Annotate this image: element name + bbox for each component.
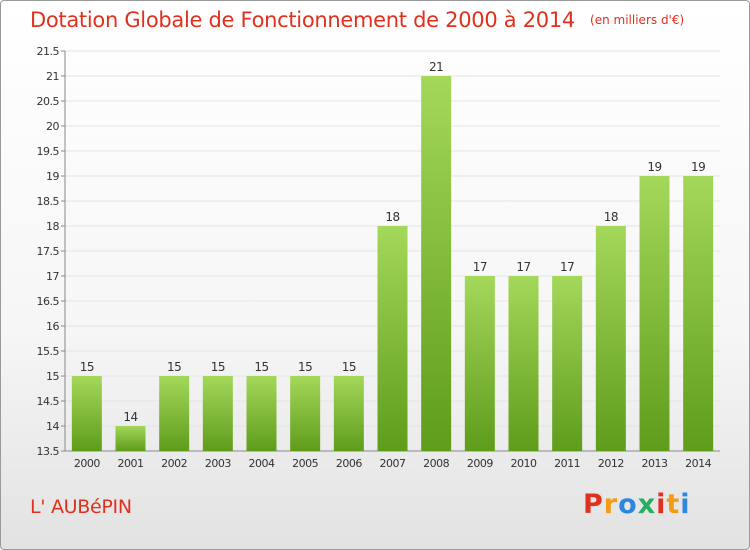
y-tick-label: 15.5 xyxy=(37,345,60,358)
bar xyxy=(421,76,452,451)
bar xyxy=(202,376,233,451)
y-tick-label: 14.5 xyxy=(37,395,60,408)
y-tick-label: 17 xyxy=(46,270,59,283)
bar xyxy=(290,376,321,451)
y-tick-label: 18 xyxy=(46,220,59,233)
bar xyxy=(464,276,495,451)
y-tick-label: 14 xyxy=(46,420,59,433)
chart-subtitle: (en milliers d'€) xyxy=(590,13,685,27)
brand-logo: Proxiti xyxy=(583,489,691,520)
commune-name: L' AUBéPIN xyxy=(30,496,132,518)
bar-value-label: 17 xyxy=(516,260,530,274)
x-tick-label: 2011 xyxy=(554,457,580,470)
bar-value-label: 14 xyxy=(123,410,137,424)
bar-value-label: 15 xyxy=(80,360,94,374)
bar xyxy=(377,226,408,451)
chart-title: Dotation Globale de Fonctionnement de 20… xyxy=(30,8,575,32)
bar-value-label: 19 xyxy=(691,160,705,174)
bar-value-label: 17 xyxy=(560,260,574,274)
bar-value-label: 18 xyxy=(604,210,618,224)
y-tick-label: 17.5 xyxy=(37,245,60,258)
y-tick-label: 18.5 xyxy=(37,195,60,208)
bar-value-label: 15 xyxy=(254,360,268,374)
x-tick-label: 2003 xyxy=(205,457,231,470)
y-tick-label: 20.5 xyxy=(37,95,60,108)
brand-letter: o xyxy=(618,489,638,520)
y-tick-label: 15 xyxy=(46,370,59,383)
bar xyxy=(71,376,102,451)
bar xyxy=(552,276,583,451)
x-tick-label: 2007 xyxy=(380,457,406,470)
y-tick-label: 19.5 xyxy=(37,145,60,158)
x-tick-label: 2006 xyxy=(336,457,362,470)
bar xyxy=(683,176,714,451)
brand-letter: x xyxy=(637,489,657,520)
brand-letter: t xyxy=(666,489,681,520)
bar xyxy=(246,376,277,451)
chart-title-block: Dotation Globale de Fonctionnement de 20… xyxy=(30,8,684,32)
brand-letter: i xyxy=(680,489,691,520)
brand-letter: i xyxy=(656,489,667,520)
bar-value-label: 17 xyxy=(473,260,487,274)
y-tick-label: 13.5 xyxy=(37,445,60,458)
x-tick-label: 2000 xyxy=(74,457,100,470)
y-tick-label: 21.5 xyxy=(37,45,60,58)
bar xyxy=(508,276,539,451)
bar-value-label: 18 xyxy=(385,210,399,224)
x-tick-label: 2009 xyxy=(467,457,493,470)
x-tick-label: 2001 xyxy=(118,457,144,470)
bar-value-label: 21 xyxy=(429,60,443,74)
x-tick-label: 2008 xyxy=(423,457,449,470)
y-tick-label: 19 xyxy=(46,170,59,183)
bar xyxy=(333,376,364,451)
x-tick-label: 2002 xyxy=(161,457,187,470)
brand-letter: P xyxy=(583,489,604,520)
x-tick-label: 2012 xyxy=(598,457,624,470)
bar xyxy=(595,226,626,451)
bar-value-label: 15 xyxy=(167,360,181,374)
x-tick-label: 2010 xyxy=(511,457,537,470)
x-tick-label: 2004 xyxy=(249,457,275,470)
y-tick-label: 16 xyxy=(46,320,59,333)
x-tick-label: 2014 xyxy=(685,457,711,470)
bar-value-label: 15 xyxy=(342,360,356,374)
brand-letter: r xyxy=(603,489,619,520)
y-tick-label: 16.5 xyxy=(37,295,60,308)
bar xyxy=(159,376,190,451)
bar xyxy=(115,426,146,451)
y-tick-label: 21 xyxy=(46,70,59,83)
x-tick-label: 2005 xyxy=(292,457,318,470)
y-tick-label: 20 xyxy=(46,120,59,133)
bar-value-label: 19 xyxy=(647,160,661,174)
bar xyxy=(639,176,670,451)
bar-value-label: 15 xyxy=(298,360,312,374)
x-tick-label: 2013 xyxy=(642,457,668,470)
bar-value-label: 15 xyxy=(211,360,225,374)
